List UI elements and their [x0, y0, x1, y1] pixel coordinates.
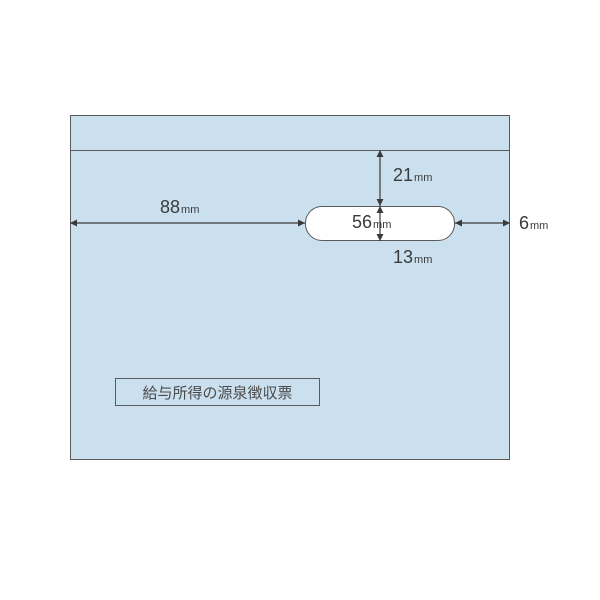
envelope-caption-box: 給与所得の源泉徴収票	[115, 378, 320, 406]
dim-6-label: 6 mm	[519, 213, 548, 234]
envelope-caption-text: 給与所得の源泉徴収票	[142, 382, 292, 403]
dim-13-label: 13 mm	[393, 247, 432, 268]
dim-88-label: 88 mm	[160, 197, 199, 218]
envelope-body	[70, 150, 510, 460]
dim-13-line	[368, 194, 392, 253]
diagram-stage: { "canvas": { "width": 600, "height": 60…	[0, 0, 600, 600]
dim-21-label: 21 mm	[393, 165, 432, 186]
dim-6-line	[443, 211, 522, 235]
envelope-flap	[70, 115, 510, 150]
